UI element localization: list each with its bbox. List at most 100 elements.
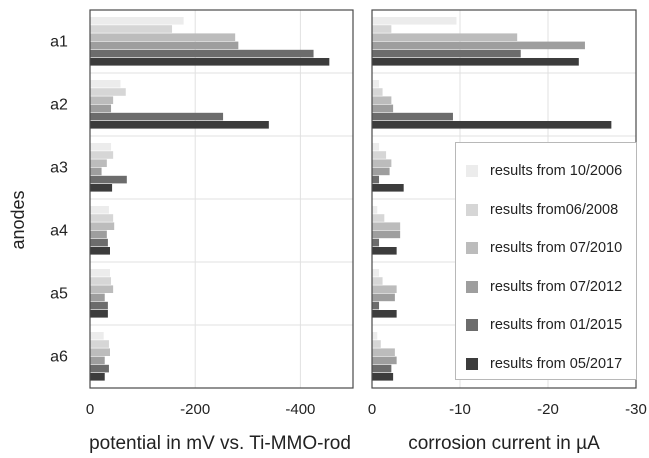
bar <box>372 159 392 167</box>
bar <box>372 80 380 88</box>
x-tick-label: 0 <box>86 401 94 418</box>
bar <box>90 277 112 285</box>
legend-swatch <box>466 242 478 255</box>
legend-label: results from06/2008 <box>490 201 619 218</box>
bar <box>372 151 387 159</box>
bar <box>90 184 113 192</box>
legend-item: results from 07/2012 <box>466 278 622 296</box>
bar <box>372 184 404 192</box>
bar <box>90 121 269 129</box>
bar <box>372 41 585 50</box>
bar <box>90 143 112 151</box>
bar <box>372 33 518 41</box>
category-label: a6 <box>50 349 68 366</box>
bar <box>372 167 390 176</box>
bar <box>372 364 392 373</box>
bar <box>90 293 105 302</box>
bar <box>90 167 102 176</box>
bar <box>372 175 380 184</box>
category-label: a4 <box>50 223 68 240</box>
bar <box>372 206 378 214</box>
bar <box>372 373 394 381</box>
bar <box>90 151 114 159</box>
bar <box>90 222 115 230</box>
bar <box>90 17 184 25</box>
bar <box>90 332 104 340</box>
bar <box>372 310 397 318</box>
legend-swatch <box>466 358 478 370</box>
bar <box>372 269 380 277</box>
bar <box>372 293 395 302</box>
bar <box>372 247 397 255</box>
bar <box>90 310 108 318</box>
bar <box>372 121 612 129</box>
bar <box>90 49 314 58</box>
legend-swatch <box>466 319 478 332</box>
bar <box>372 238 380 247</box>
legend-item: results from 10/2006 <box>466 162 622 180</box>
bar <box>372 332 378 340</box>
bar <box>372 285 397 293</box>
legend-item: results from 07/2010 <box>466 239 622 257</box>
legend-label: results from 07/2010 <box>490 240 623 257</box>
potential-panel: 0 -200 -400 <box>86 9 354 418</box>
bar <box>372 25 392 33</box>
category-label: a5 <box>50 286 68 303</box>
bar <box>372 96 392 104</box>
bar <box>90 25 173 33</box>
legend-item: results from 01/2015 <box>466 316 622 334</box>
x-tick-label: -30 <box>625 401 647 418</box>
category-label: a3 <box>50 160 68 177</box>
bar <box>90 285 114 293</box>
bar <box>90 104 112 113</box>
bar <box>90 159 107 167</box>
bar <box>372 143 380 151</box>
x-tick-label: -20 <box>537 401 559 418</box>
bar <box>90 41 239 50</box>
legend-label: results from 07/2012 <box>490 278 623 295</box>
bar <box>372 214 385 222</box>
current-axis-label: corrosion current in µA <box>408 433 600 454</box>
bar <box>372 340 381 348</box>
bar <box>90 96 114 104</box>
bar <box>90 230 107 239</box>
legend-label: results from 10/2006 <box>490 163 623 179</box>
bar <box>372 17 457 25</box>
bar <box>90 301 108 310</box>
bar <box>372 49 521 58</box>
bar <box>90 340 109 348</box>
bar <box>90 88 126 96</box>
legend-item: results from06/2008 <box>466 201 618 219</box>
bar <box>372 301 380 310</box>
bar <box>372 88 383 96</box>
bar <box>372 112 453 121</box>
legend-item: results from 05/2017 <box>466 355 622 373</box>
bar <box>372 277 383 285</box>
x-tick-label: -400 <box>285 401 315 418</box>
bar <box>372 58 579 66</box>
x-tick-label: -200 <box>180 401 210 418</box>
category-labels: a1 a2 a3 a4 a5 a6 <box>50 34 68 366</box>
bar <box>90 175 127 184</box>
bar <box>90 112 224 121</box>
bar <box>90 214 114 222</box>
bar <box>372 222 401 230</box>
potential-axis-label: potential in mV vs. Ti-MMO-rod <box>89 433 351 454</box>
legend-label: results from 05/2017 <box>490 356 623 372</box>
bar <box>372 104 394 113</box>
plot-frame <box>89 9 354 389</box>
legend-swatch <box>466 280 478 293</box>
bar <box>90 247 110 255</box>
legend-swatch <box>466 165 478 177</box>
bar <box>372 348 395 356</box>
bar <box>90 238 108 247</box>
legend-swatch <box>466 203 478 216</box>
bar <box>372 356 397 365</box>
bar <box>90 206 109 214</box>
bar <box>90 269 110 277</box>
bar <box>90 80 121 88</box>
x-tick-label: 0 <box>368 401 376 418</box>
bar <box>372 230 401 239</box>
bar <box>90 58 330 66</box>
